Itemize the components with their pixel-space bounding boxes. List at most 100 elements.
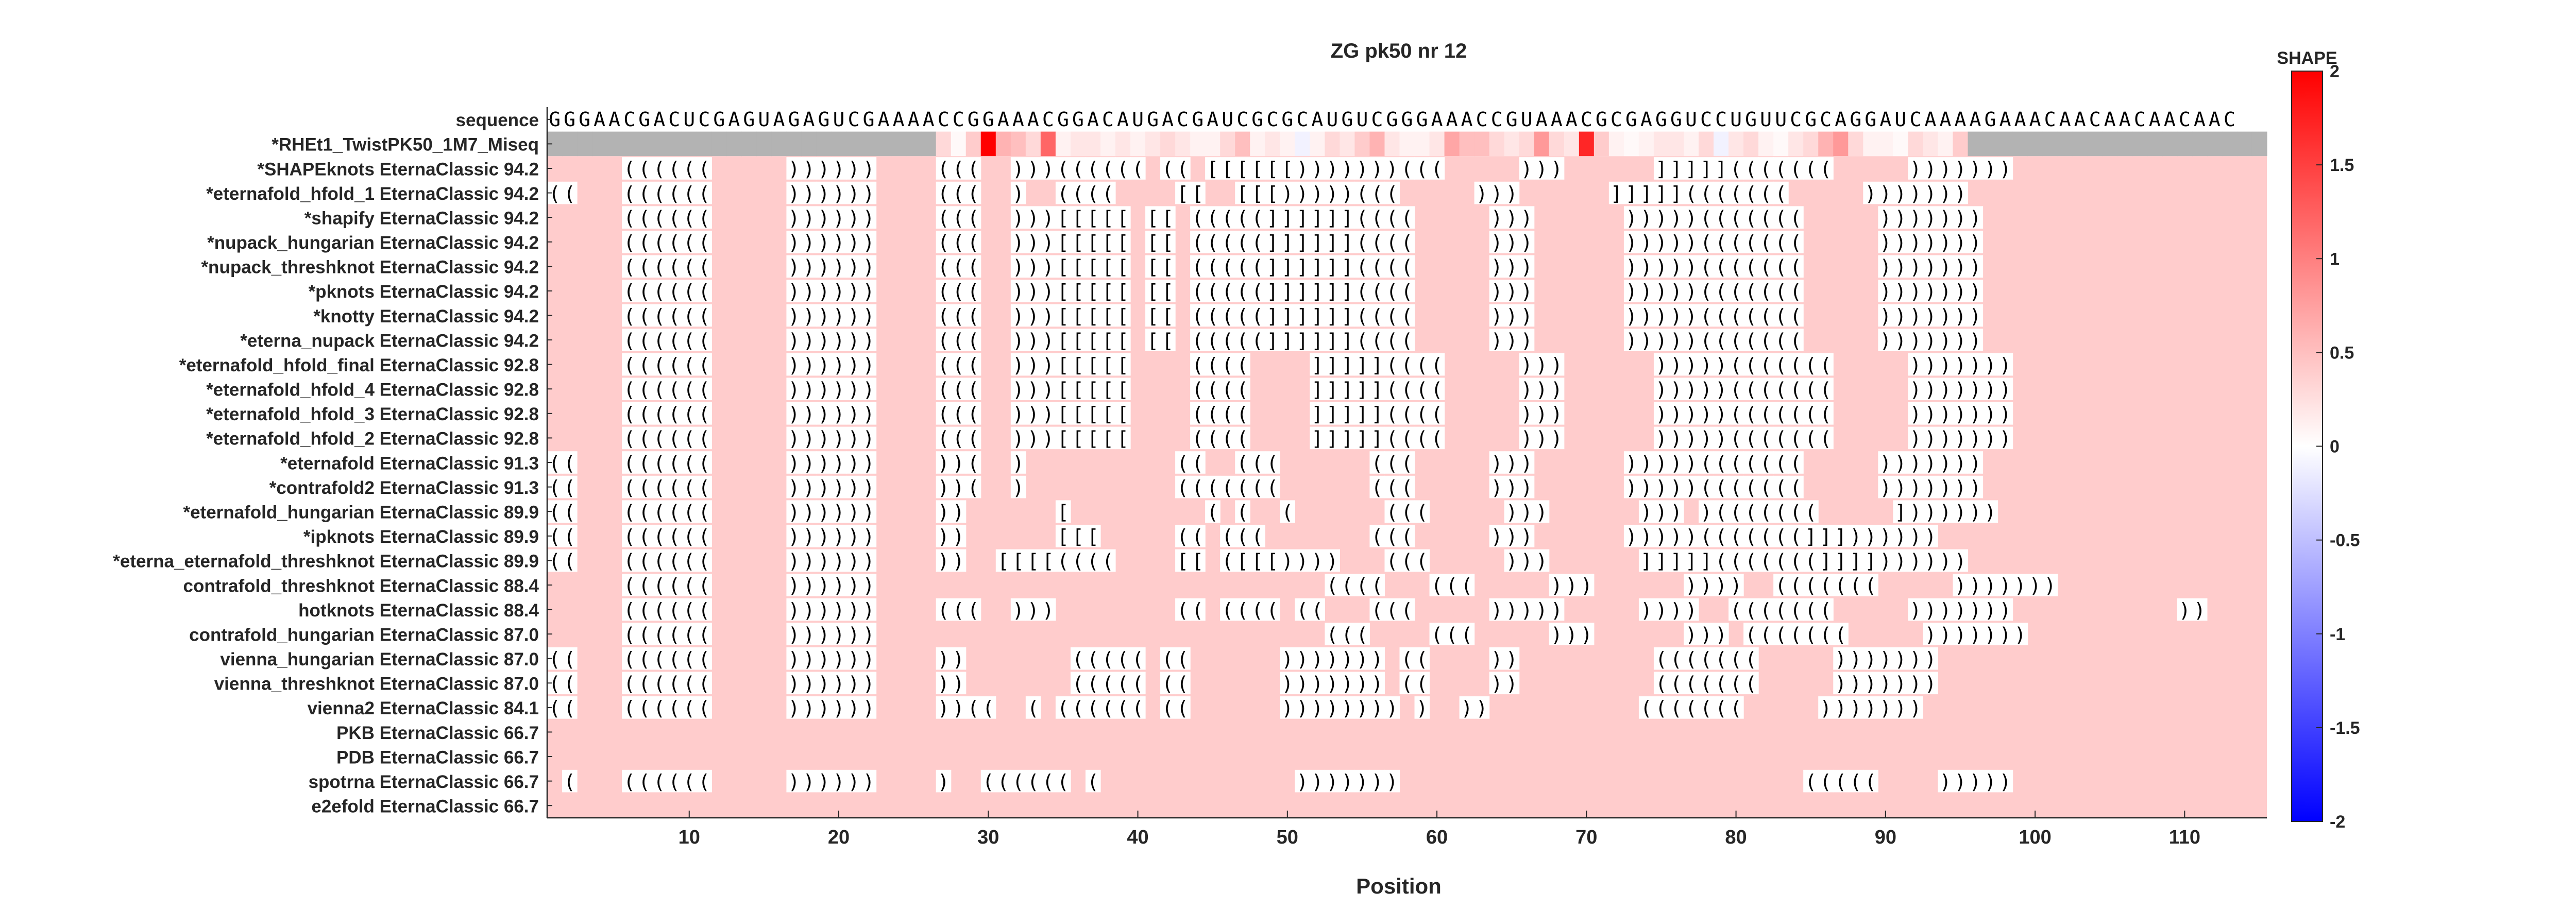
structure-cell xyxy=(637,377,652,401)
structure-char: ) xyxy=(1909,427,1921,450)
shape-cell xyxy=(1893,131,1908,157)
structure-cell xyxy=(1968,206,1984,229)
structure-char: ( xyxy=(698,427,710,450)
structure-char: ) xyxy=(1566,623,1578,646)
structure-cell xyxy=(1683,255,1699,278)
shape-cell xyxy=(2236,131,2252,157)
structure-char: ( xyxy=(953,305,964,328)
structure-cell xyxy=(1085,329,1101,351)
structure-cell xyxy=(846,230,862,253)
structure-cell xyxy=(936,280,952,302)
shape-cell xyxy=(1489,131,1505,157)
structure-cell xyxy=(1923,157,1939,180)
structure-cell xyxy=(1908,157,1923,180)
structure-char: ( xyxy=(1775,550,1787,573)
structure-char: ( xyxy=(1715,329,1727,352)
structure-char: ( xyxy=(1790,305,1802,328)
structure-char: ( xyxy=(653,158,665,180)
structure-cell xyxy=(622,230,637,253)
colorbar-tick-label: 0 xyxy=(2330,437,2340,457)
structure-char: ) xyxy=(1042,305,1054,328)
shape-cell xyxy=(1384,131,1400,157)
structure-cell xyxy=(1668,255,1684,278)
structure-cell xyxy=(1055,230,1071,253)
structure-char: ( xyxy=(1715,525,1727,548)
structure-char: ( xyxy=(1700,256,1712,279)
structure-char: ) xyxy=(848,182,860,205)
structure-char: ) xyxy=(1970,476,1981,499)
structure-cell xyxy=(1115,329,1131,351)
structure-char: ] xyxy=(1356,427,1368,450)
structure-cell xyxy=(1310,329,1325,351)
structure-cell xyxy=(637,206,652,229)
structure-cell xyxy=(1384,304,1400,327)
structure-cell xyxy=(1085,353,1101,376)
structure-char: ) xyxy=(1311,158,1323,180)
structure-cell xyxy=(1728,353,1744,376)
structure-char: ( xyxy=(1222,476,1233,499)
structure-char: [ xyxy=(1057,280,1069,303)
structure-cell xyxy=(1265,157,1280,180)
shape-cell xyxy=(577,131,592,157)
structure-char: ) xyxy=(848,280,860,303)
structure-char: ) xyxy=(1909,182,1921,205)
structure-cell xyxy=(697,280,712,302)
structure-cell xyxy=(831,206,847,229)
structure-char: ( xyxy=(668,427,680,450)
structure-char: ( xyxy=(1207,256,1218,279)
structure-cell xyxy=(1070,304,1086,327)
structure-cell xyxy=(1070,230,1086,253)
structure-cell xyxy=(1220,255,1235,278)
structure-char: ) xyxy=(953,476,964,499)
structure-cell xyxy=(1953,353,1969,376)
structure-char: ( xyxy=(1386,427,1398,450)
structure-char: ) xyxy=(1685,207,1697,229)
structure-char: ) xyxy=(1491,207,1503,229)
structure-cell xyxy=(1683,329,1699,351)
structure-cell xyxy=(1923,304,1939,327)
structure-char: ) xyxy=(1640,525,1652,548)
structure-char: ( xyxy=(668,648,680,671)
shape-cell xyxy=(562,131,578,157)
structure-char: ) xyxy=(1536,599,1548,622)
sequence-letter: A xyxy=(1461,108,1473,131)
structure-char: ) xyxy=(1476,182,1488,205)
structure-cell xyxy=(1250,206,1265,229)
structure-char: ( xyxy=(653,305,665,328)
structure-char: ) xyxy=(1655,427,1667,450)
structure-char: ( xyxy=(638,158,650,180)
structure-cell xyxy=(1010,181,1026,204)
structure-char: ] xyxy=(1326,305,1338,328)
structure-cell xyxy=(1235,329,1250,351)
structure-cell xyxy=(936,255,952,278)
structure-cell xyxy=(1369,255,1385,278)
structure-char: ( xyxy=(638,207,650,229)
structure-char: ) xyxy=(1909,354,1921,376)
shape-cell xyxy=(1608,131,1624,157)
structure-char: [ xyxy=(1266,158,1278,180)
structure-char: ( xyxy=(1446,574,1458,597)
structure-char: ) xyxy=(1491,452,1503,474)
structure-char: ( xyxy=(668,207,680,229)
structure-cell xyxy=(622,206,637,229)
sequence-letter: A xyxy=(1162,108,1174,131)
structure-cell xyxy=(637,280,652,302)
structure-char: ( xyxy=(638,256,650,279)
structure-cell xyxy=(1399,304,1415,327)
structure-cell xyxy=(1040,353,1056,376)
structure-char: ) xyxy=(1909,476,1921,499)
structure-cell xyxy=(1773,280,1789,302)
structure-char: ( xyxy=(698,329,710,352)
structure-char: ( xyxy=(968,427,979,450)
structure-char: ( xyxy=(698,770,710,793)
structure-char: [ xyxy=(1117,379,1129,401)
structure-char: ) xyxy=(1894,182,1906,205)
structure-char: [ xyxy=(1072,280,1084,303)
structure-cell xyxy=(1728,329,1744,351)
structure-cell xyxy=(1325,157,1340,180)
sequence-letter: C xyxy=(1266,108,1278,131)
structure-char: ( xyxy=(623,673,635,695)
structure-char: ( xyxy=(1730,305,1742,328)
structure-cell xyxy=(786,280,802,302)
structure-char: ( xyxy=(1416,550,1428,573)
